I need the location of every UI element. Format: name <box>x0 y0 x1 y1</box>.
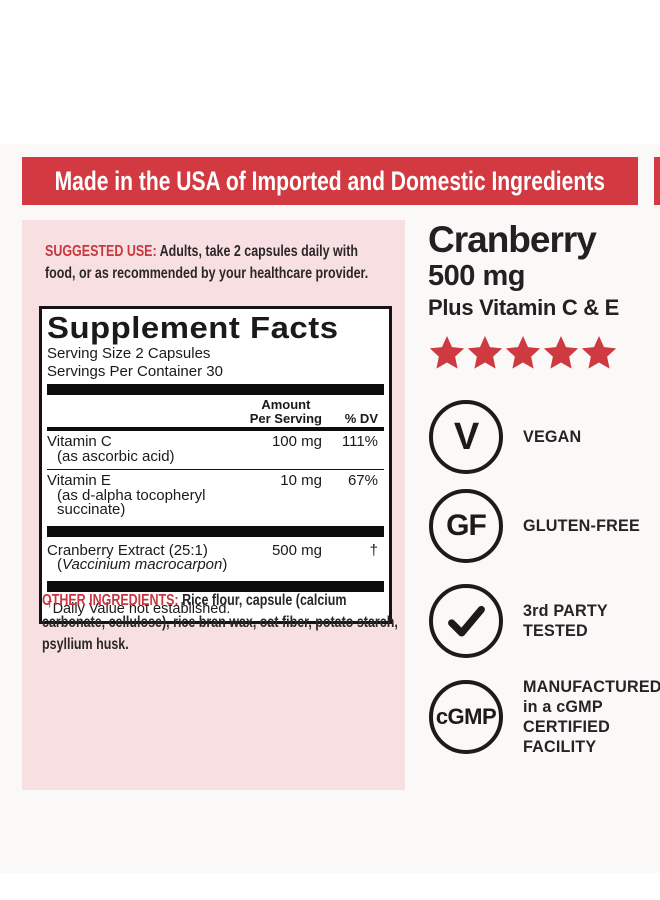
other-ingredients-paragraph: OTHER INGREDIENTS: Rice flour, capsule (… <box>42 590 407 656</box>
dagger-symbol: † <box>47 598 53 610</box>
other-ingredients-body: Rice flour, capsule (calcium carbonate, … <box>42 592 398 653</box>
product-subtitle: Plus Vitamin C & E <box>428 295 620 320</box>
badge-label-line: in a cGMP <box>523 697 603 716</box>
star-rating <box>429 334 619 379</box>
badge-label: MANUFACTURED in a cGMP CERTIFIED FACILITY <box>523 677 660 757</box>
suggested-use-body: Adults, take 2 capsules daily with food,… <box>45 243 369 282</box>
supplement-row: Vitamin C (as ascorbic acid) 100 mg 111% <box>47 431 384 470</box>
made-in-usa-banner-text: Made in the USA of Imported and Domestic… <box>54 165 606 196</box>
nutrient-latin-name: Vaccinium macrocarpon <box>62 556 223 573</box>
nutrient-dv: 111% <box>341 433 378 450</box>
gluten-free-circle-icon: GF <box>429 489 503 563</box>
banner-edge-sliver <box>654 157 660 205</box>
nutrient-name-detail: (as ascorbic acid) <box>57 447 175 465</box>
badge-row: V VEGAN <box>429 400 657 474</box>
facts-table-header: Amount Per Serving % DV <box>47 398 384 431</box>
nutrient-name-detail: (as d-alpha tocopheryl succinate) <box>57 486 206 518</box>
nutrient-dv: † <box>369 541 378 559</box>
supplement-row: Vitamin E (as d-alpha tocopheryl succinat… <box>47 470 384 523</box>
check-icon <box>448 605 485 637</box>
badge-glyph: V <box>453 415 479 458</box>
vegan-circle-icon: V <box>429 400 503 474</box>
badge-list: V VEGAN GF GLUTEN-FREE 3rd PARTY TESTED cGMP MA… <box>429 400 660 757</box>
nutrient-amount: 10 mg <box>280 472 322 489</box>
nutrient-name-main: Cranberry Extract (25:1) <box>47 541 208 559</box>
divider-bar <box>47 580 384 592</box>
supplement-facts-box: Supplement Facts Serving Size 2 Capsules… <box>39 306 392 625</box>
supplement-facts-title: Supplement Facts <box>47 310 339 345</box>
amount-per-serving-header: Amount Per Serving <box>249 397 322 426</box>
serving-size: Serving Size 2 Capsules <box>47 345 211 362</box>
divider-bar <box>47 525 384 537</box>
star-icon <box>581 335 617 369</box>
nutrient-name-detail: (Vaccinium macrocarpon) <box>57 556 228 573</box>
nutrient-dv: 67% <box>347 472 378 489</box>
nutrient-name: Cranberry Extract (25:1) (Vaccinium macro… <box>47 541 246 573</box>
badge-row: cGMP MANUFACTURED in a cGMP CERTIFIED FACILI… <box>429 677 660 757</box>
badge-label: VEGAN <box>523 427 581 447</box>
badge-label: 3rd PARTY TESTED <box>523 601 608 641</box>
check-circle-icon <box>429 584 503 658</box>
nutrient-name-main: Vitamin C <box>47 433 112 450</box>
badge-label-line: MANUFACTURED <box>523 677 660 696</box>
badge-label-line: TESTED <box>523 621 588 640</box>
suggested-use-heading: SUGGESTED USE: <box>45 243 157 260</box>
star-icon <box>505 335 541 369</box>
product-strength: 500 mg <box>428 260 525 292</box>
nutrient-name: Vitamin C (as ascorbic acid) <box>47 433 246 465</box>
supplement-row: Cranberry Extract (25:1) (Vaccinium macro… <box>47 540 384 578</box>
divider-bar <box>47 384 384 395</box>
star-icon <box>467 335 503 369</box>
star-icon <box>543 335 579 369</box>
badge-label-line: GLUTEN-FREE <box>523 516 640 535</box>
badge-label-line: CERTIFIED <box>523 717 610 736</box>
star-icon <box>429 335 465 369</box>
badge-label: GLUTEN-FREE <box>523 516 640 536</box>
nutrient-name-main: Vitamin E <box>47 472 111 489</box>
cgmp-circle-icon: cGMP <box>429 680 503 754</box>
suggested-use-paragraph: SUGGESTED USE: Adults, take 2 capsules d… <box>45 241 390 285</box>
five-stars <box>429 335 617 369</box>
badge-row: GF GLUTEN-FREE <box>429 489 657 563</box>
nutrient-name: Vitamin E (as d-alpha tocopheryl succinat… <box>47 472 246 518</box>
product-title: Cranberry <box>428 219 597 260</box>
daily-value-footnote: †Daily Value not established. <box>47 598 231 617</box>
other-ingredients-heading: OTHER INGREDIENTS: <box>42 592 179 609</box>
badge-label-line: VEGAN <box>523 427 582 446</box>
nutrient-amount: 100 mg <box>271 433 322 450</box>
badge-glyph: cGMP <box>435 704 497 729</box>
percent-dv-header: % DV <box>344 410 378 426</box>
badge-row: 3rd PARTY TESTED <box>429 584 657 658</box>
badge-label-line: 3rd PARTY <box>523 601 608 620</box>
facts-table-body: Vitamin C (as ascorbic acid) 100 mg 111% Vit… <box>47 431 384 592</box>
made-in-usa-banner: Made in the USA of Imported and Domestic… <box>22 157 638 205</box>
servings-per-container: Servings Per Container 30 <box>47 363 223 380</box>
nutrient-amount: 500 mg <box>271 541 322 559</box>
badge-glyph: GF <box>446 509 487 542</box>
badge-label-line: FACILITY <box>523 737 597 756</box>
